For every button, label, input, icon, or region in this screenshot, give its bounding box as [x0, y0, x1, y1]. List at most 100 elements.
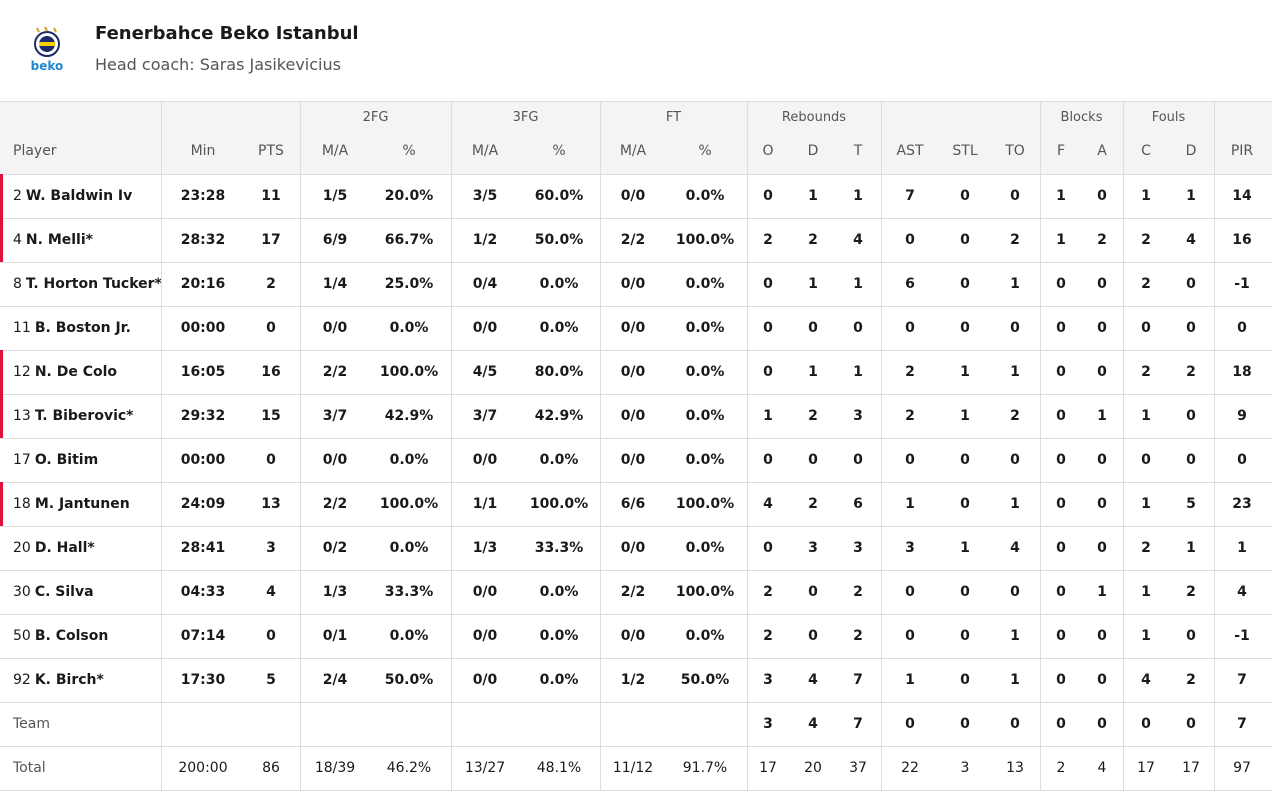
- stat-cell: 0/4: [472, 276, 498, 292]
- row-divider: [0, 101, 1272, 102]
- stat-cell: 2: [808, 496, 818, 512]
- stat-cell: 0: [1056, 672, 1066, 688]
- column-header: Min: [190, 143, 216, 159]
- head-coach: Head coach: Saras Jasikevicius: [95, 55, 341, 74]
- column-divider: [1214, 101, 1215, 791]
- stat-cell: 1: [1141, 584, 1151, 600]
- player-cell: 8 T. Horton Tucker*: [13, 262, 162, 306]
- stat-cell: 1: [1141, 628, 1151, 644]
- stat-cell: 4: [1097, 760, 1107, 776]
- stat-cell: 0: [808, 628, 818, 644]
- group-header: 3FG: [512, 110, 539, 125]
- stat-cell: 1: [853, 188, 863, 204]
- stat-cell: 4: [1186, 232, 1196, 248]
- stat-cell: 1: [1141, 496, 1151, 512]
- player-number: 12: [13, 364, 31, 380]
- row-divider: [0, 350, 1272, 351]
- stat-cell: 2: [905, 364, 915, 380]
- player-number: 13: [13, 408, 31, 424]
- stat-cell: 1/3: [322, 584, 348, 600]
- stat-cell: 0: [960, 320, 970, 336]
- starter-marker: [0, 174, 3, 218]
- stat-cell: 2: [1141, 364, 1151, 380]
- player-cell: 12 N. De Colo: [13, 350, 117, 394]
- stat-cell: 0: [960, 716, 970, 732]
- starter-marker: [0, 350, 3, 394]
- stat-cell: 04:33: [180, 584, 226, 600]
- stat-cell: 0: [808, 584, 818, 600]
- stat-cell: 0: [1097, 276, 1107, 292]
- stat-cell: 0.0%: [389, 540, 429, 556]
- stat-cell: 3: [266, 540, 276, 556]
- stat-cell: 0: [1097, 716, 1107, 732]
- column-divider: [881, 101, 882, 791]
- player-name: B. Boston Jr.: [34, 320, 131, 336]
- row-divider: [0, 570, 1272, 571]
- stat-cell: 0/0: [472, 452, 498, 468]
- stat-cell: 0/1: [322, 628, 348, 644]
- column-divider: [1123, 101, 1124, 791]
- stat-cell: 0: [1141, 716, 1151, 732]
- stat-cell: 2: [1141, 276, 1151, 292]
- stat-cell: 33.3%: [384, 584, 434, 600]
- stat-cell: 0: [808, 452, 818, 468]
- row-label: Team: [13, 716, 51, 732]
- stat-cell: 1: [1186, 540, 1196, 556]
- column-header: O: [762, 143, 774, 159]
- stat-cell: 1: [1010, 364, 1020, 380]
- stat-cell: 100.0%: [529, 496, 589, 512]
- stat-cell: 0/0: [472, 628, 498, 644]
- stat-cell: 0.0%: [685, 320, 725, 336]
- stat-cell: 3: [853, 408, 863, 424]
- stat-cell: 0: [1141, 320, 1151, 336]
- stat-cell: 0/0: [620, 276, 646, 292]
- stat-cell: 0: [1186, 408, 1196, 424]
- column-header: PIR: [1230, 143, 1254, 159]
- team-logo: beko: [31, 26, 63, 73]
- player-number: 11: [13, 320, 31, 336]
- stat-cell: 100.0%: [379, 364, 439, 380]
- stat-cell: 100.0%: [675, 232, 735, 248]
- stat-cell: 0: [763, 364, 773, 380]
- column-divider: [747, 101, 748, 791]
- stat-cell: 0.0%: [389, 452, 429, 468]
- stat-cell: 0.0%: [685, 452, 725, 468]
- stat-cell: 1: [1186, 188, 1196, 204]
- stat-cell: 1: [853, 276, 863, 292]
- stat-cell: 2: [1141, 540, 1151, 556]
- stat-cell: 17: [1182, 760, 1200, 776]
- column-header: F: [1056, 143, 1066, 159]
- stat-cell: 7: [905, 188, 915, 204]
- column-header: M/A: [471, 143, 499, 159]
- stat-cell: 11/12: [612, 760, 654, 776]
- stat-cell: 0: [853, 452, 863, 468]
- stat-cell: 0: [1097, 672, 1107, 688]
- player-cell: 20 D. Hall*: [13, 526, 95, 570]
- stat-cell: 2/2: [620, 232, 646, 248]
- stat-cell: 15: [261, 408, 281, 424]
- stat-cell: 5: [266, 672, 276, 688]
- stat-cell: 66.7%: [384, 232, 434, 248]
- stat-cell: 1: [1097, 584, 1107, 600]
- stat-cell: -1: [1234, 628, 1250, 644]
- stat-cell: 0: [266, 452, 276, 468]
- stat-cell: 29:32: [180, 408, 226, 424]
- stat-cell: 0: [1097, 628, 1107, 644]
- player-cell: 50 B. Colson: [13, 614, 108, 658]
- stat-cell: 0: [1097, 452, 1107, 468]
- player-number: 18: [13, 496, 31, 512]
- column-header: PTS: [258, 143, 284, 159]
- stat-cell: 0: [1237, 320, 1247, 336]
- stat-cell: 1/3: [472, 540, 498, 556]
- stat-cell: 0: [1056, 540, 1066, 556]
- stat-cell: 2/4: [322, 672, 348, 688]
- stat-cell: 9: [1237, 408, 1247, 424]
- stat-cell: 50.0%: [534, 232, 584, 248]
- stat-cell: 48.1%: [536, 760, 582, 776]
- player-number: 17: [13, 452, 31, 468]
- stat-cell: 0: [763, 320, 773, 336]
- stat-cell: 2/2: [322, 496, 348, 512]
- row-label: Total: [13, 760, 46, 776]
- stat-cell: 0: [853, 320, 863, 336]
- stat-cell: 0: [266, 320, 276, 336]
